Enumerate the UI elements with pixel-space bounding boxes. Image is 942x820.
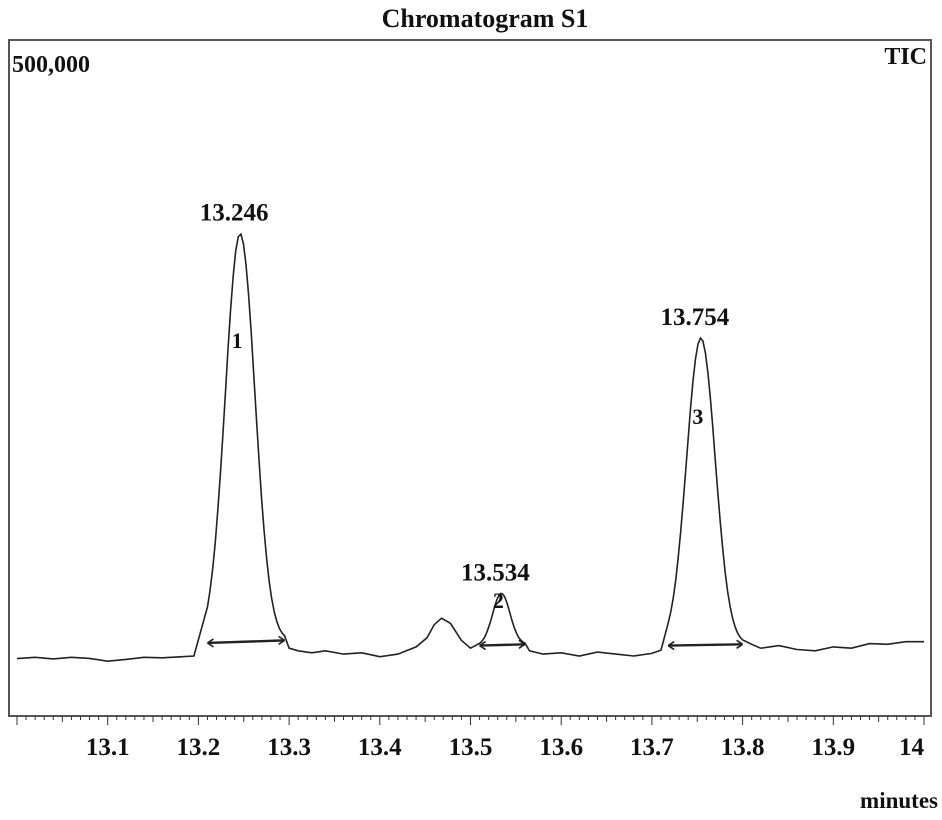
peak-retention-label: 13.534 <box>461 559 530 586</box>
plot-frame <box>8 39 932 717</box>
tic-trace <box>16 232 924 663</box>
x-tick-label: 13.1 <box>86 734 130 761</box>
x-axis-minor-ticks <box>16 716 925 725</box>
chart-title: Chromatogram S1 <box>382 4 589 33</box>
x-tick-label: 13.5 <box>449 734 493 761</box>
x-axis-tick-labels: 13.1 13.2 13.3 13.4 13.5 13.6 13.7 13.8 13.9 14 <box>86 734 925 761</box>
trace-layer <box>16 232 924 663</box>
peak-integration-line <box>207 639 285 645</box>
integration-start-marker <box>479 640 487 651</box>
x-tick-label: 13.8 <box>721 734 765 761</box>
integration-layer <box>207 635 744 651</box>
x-tick-label: 14 <box>899 734 925 761</box>
x-axis-title: minutes <box>860 788 938 813</box>
peak-retention-label: 13.754 <box>661 304 730 331</box>
x-tick-label: 13.7 <box>630 734 674 761</box>
peak-number-label: 3 <box>692 404 703 429</box>
x-tick-label: 13.3 <box>267 734 311 761</box>
signal-label: TIC <box>884 44 927 70</box>
integration-start-marker <box>667 640 675 651</box>
x-tick-label: 13.4 <box>358 734 402 761</box>
peak-integration-line <box>668 643 743 647</box>
peak-integration-line <box>479 643 525 647</box>
integration-end-marker <box>518 639 526 649</box>
x-tick-label: 13.6 <box>539 734 583 761</box>
integration-end-marker <box>278 635 286 646</box>
integration-start-marker <box>207 638 214 648</box>
peak-retention-label: 13.246 <box>200 200 269 227</box>
x-tick-label: 13.2 <box>177 734 221 761</box>
peak-number-label: 2 <box>493 588 504 613</box>
y-scale-label: 500,000 <box>12 52 90 78</box>
integration-end-marker <box>736 639 744 649</box>
x-tick-label: 13.9 <box>811 734 855 761</box>
peak-number-label: 1 <box>232 328 243 353</box>
